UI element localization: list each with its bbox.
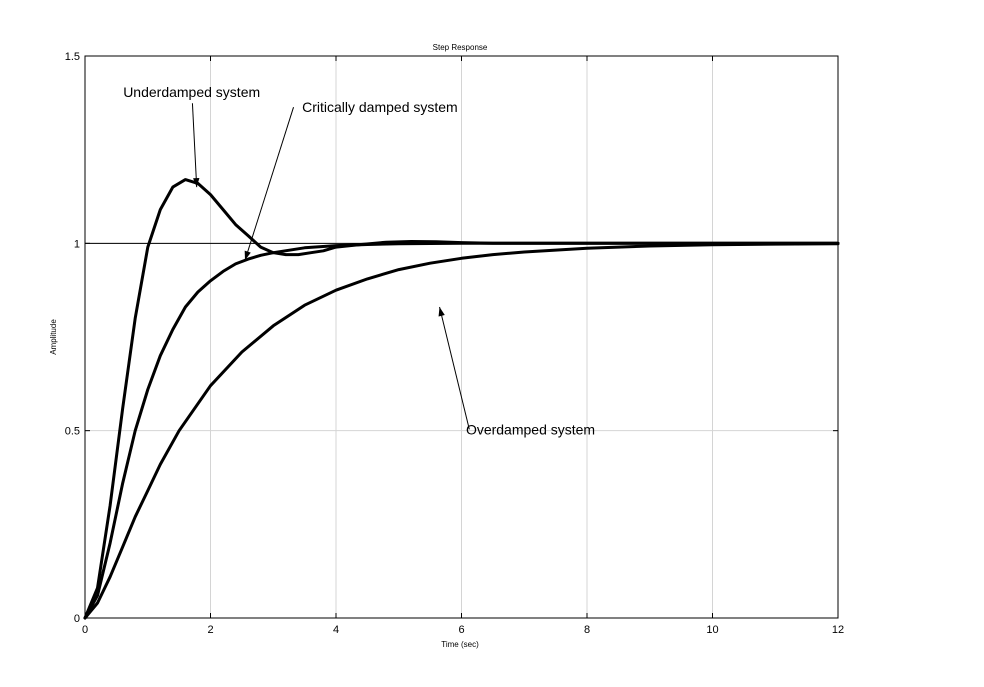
- series-layer: [83, 178, 840, 620]
- annotation-arrow-3: [439, 306, 470, 430]
- annotation-label-1: Underdamped system: [123, 84, 260, 100]
- series-line-3: [83, 242, 840, 620]
- chart-title: Step Response: [433, 43, 488, 52]
- x-tick-label: 12: [832, 624, 844, 636]
- y-tick-label: 1.5: [65, 51, 80, 63]
- annotation-label-2: Critically damped system: [302, 99, 458, 115]
- x-axis-label: Time (sec): [441, 640, 479, 649]
- annotation-arrowhead-1: [193, 177, 200, 188]
- x-tick-label: 4: [333, 624, 339, 636]
- grid-layer: [85, 56, 838, 618]
- annotation-layer: Underdamped system Critically damped syst…: [123, 84, 595, 437]
- x-tick-label: 0: [82, 624, 88, 636]
- annotation-arrow-1: [191, 103, 198, 188]
- tick-layer: 0 2 4 6 8 10 12 0 0.5 1 1.5: [65, 51, 844, 636]
- annotation-arrowhead-2: [244, 250, 251, 261]
- x-tick-label: 6: [458, 624, 464, 636]
- annotation-label-3: Overdamped system: [466, 421, 595, 437]
- y-tick-label: 0.5: [65, 426, 80, 438]
- y-axis-label: Amplitude: [49, 319, 58, 355]
- y-tick-label: 1: [74, 238, 80, 250]
- y-tick-label: 0: [74, 613, 80, 625]
- x-tick-label: 2: [207, 624, 213, 636]
- x-tick-label: 8: [584, 624, 590, 636]
- annotation-arrow-2: [244, 107, 295, 261]
- x-tick-label: 10: [706, 624, 718, 636]
- series-line-2: [83, 241, 840, 620]
- annotation-arrowhead-3: [438, 307, 445, 317]
